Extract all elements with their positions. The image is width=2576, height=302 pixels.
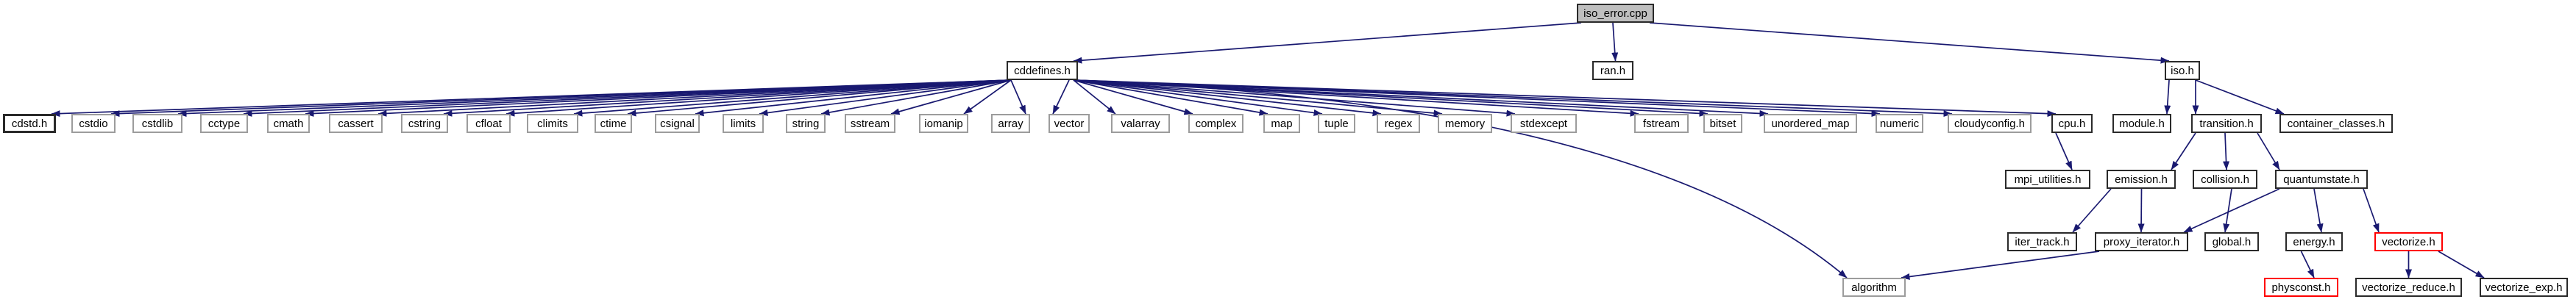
node-physconst-h[interactable]: physconst.h bbox=[2264, 278, 2338, 297]
node-unordered-map: unordered_map bbox=[1764, 114, 1857, 133]
node-transition-h[interactable]: transition.h bbox=[2191, 114, 2262, 133]
node-limits: limits bbox=[723, 114, 764, 133]
edge-cddefines-h-to-cstring bbox=[443, 79, 1012, 117]
edge-cddefines-h-to-iomanip bbox=[963, 79, 1012, 115]
node-quantumstate-h[interactable]: quantumstate.h bbox=[2275, 170, 2368, 189]
node-cloudyconfig-h: cloudyconfig.h bbox=[1948, 114, 2032, 133]
node-energy-h[interactable]: energy.h bbox=[2285, 232, 2343, 251]
node-vector: vector bbox=[1049, 114, 1090, 133]
node-collision-h[interactable]: collision.h bbox=[2193, 170, 2257, 189]
node-cctype: cctype bbox=[200, 114, 248, 133]
edge-proxy-iterator-h-to-algorithm bbox=[1901, 251, 2100, 280]
node-algorithm: algorithm bbox=[1842, 278, 1906, 297]
edge-cddefines-h-to-vector bbox=[1052, 79, 1070, 115]
edge-cddefines-h-to-memory bbox=[1073, 79, 1443, 117]
node-numeric: numeric bbox=[1876, 114, 1923, 133]
edge-energy-h-to-physconst-h bbox=[2300, 251, 2315, 278]
edge-cddefines-h-to-csignal bbox=[695, 79, 1012, 117]
edge-iso-error-cpp-to-iso-h bbox=[1649, 22, 2170, 64]
edge-cddefines-h-to-complex bbox=[1073, 79, 1193, 115]
edge-collision-h-to-global-h bbox=[2223, 188, 2232, 233]
node-cddefines-h[interactable]: cddefines.h bbox=[1007, 61, 1078, 80]
edge-iso-error-cpp-to-cddefines-h bbox=[1073, 22, 1582, 64]
edge-cddefines-h-to-map bbox=[1073, 79, 1269, 116]
node-string: string bbox=[786, 114, 826, 133]
edge-cddefines-h-to-cassert bbox=[377, 79, 1012, 117]
edge-cddefines-h-to-tuple bbox=[1073, 79, 1323, 116]
edge-cddefines-h-to-ctime bbox=[627, 79, 1012, 117]
edge-cddefines-h-to-cfloat bbox=[505, 79, 1012, 117]
node-cpu-h[interactable]: cpu.h bbox=[2051, 114, 2093, 133]
edge-transition-h-to-collision-h bbox=[2223, 132, 2230, 170]
node-cfloat: cfloat bbox=[466, 114, 511, 133]
node-cstring: cstring bbox=[401, 114, 448, 133]
node-cmath: cmath bbox=[267, 114, 310, 133]
node-proxy-iterator-h[interactable]: proxy_iterator.h bbox=[2095, 232, 2188, 251]
node-map: map bbox=[1263, 114, 1300, 133]
node-bitset: bitset bbox=[1703, 114, 1742, 133]
node-vectorize-reduce-h[interactable]: vectorize_reduce.h bbox=[2355, 278, 2462, 297]
node-sstream: sstream bbox=[845, 114, 895, 133]
node-cstdlib: cstdlib bbox=[132, 114, 182, 133]
node-valarray: valarray bbox=[1111, 114, 1170, 133]
edge-cddefines-h-to-cpu-h bbox=[1073, 79, 2057, 118]
edge-transition-h-to-emission-h bbox=[2171, 132, 2196, 170]
edge-cddefines-h-to-string bbox=[820, 79, 1012, 116]
edge-iso-h-to-module-h bbox=[2164, 79, 2171, 115]
edge-transition-h-to-quantumstate-h bbox=[2257, 132, 2280, 170]
edge-cddefines-h-to-climits bbox=[573, 79, 1012, 117]
edge-cddefines-h-to-stdexcept bbox=[1073, 79, 1516, 117]
node-iso-h[interactable]: iso.h bbox=[2165, 61, 2200, 80]
edge-iso-error-cpp-to-ran-h bbox=[1611, 22, 1619, 62]
node-iter-track-h[interactable]: iter_track.h bbox=[2007, 232, 2077, 251]
node-cstdio: cstdio bbox=[71, 114, 116, 133]
edge-iso-h-to-container-classes-h bbox=[2195, 79, 2285, 115]
node-iso-error-cpp: iso_error.cpp bbox=[1577, 4, 1654, 23]
edge-quantumstate-h-to-energy-h bbox=[2313, 188, 2324, 233]
node-tuple: tuple bbox=[1318, 114, 1355, 133]
node-global-h[interactable]: global.h bbox=[2204, 232, 2259, 251]
node-regex: regex bbox=[1377, 114, 1420, 133]
node-module-h[interactable]: module.h bbox=[2112, 114, 2171, 133]
node-emission-h[interactable]: emission.h bbox=[2107, 170, 2176, 189]
edge-cddefines-h-to-sstream bbox=[890, 79, 1012, 115]
edge-cddefines-h-to-unordered-map bbox=[1073, 79, 1769, 117]
edge-cddefines-h-to-algorithm bbox=[1073, 79, 1848, 278]
edge-emission-h-to-proxy-iterator-h bbox=[2137, 188, 2145, 233]
node-mpi-utilities-h[interactable]: mpi_utilities.h bbox=[2005, 170, 2090, 189]
node-vectorize-exp-h[interactable]: vectorize_exp.h bbox=[2480, 278, 2568, 297]
edge-cddefines-h-to-regex bbox=[1073, 79, 1382, 117]
node-stdexcept: stdexcept bbox=[1511, 114, 1577, 133]
node-container-classes-h[interactable]: container_classes.h bbox=[2279, 114, 2393, 133]
node-vectorize-h[interactable]: vectorize.h bbox=[2374, 232, 2443, 251]
node-fstream: fstream bbox=[1634, 114, 1689, 133]
edge-quantumstate-h-to-vectorize-h bbox=[2363, 188, 2380, 233]
edge-quantumstate-h-to-proxy-iterator-h bbox=[2183, 188, 2280, 233]
node-cdstd-h[interactable]: cdstd.h bbox=[3, 114, 56, 133]
edge-cpu-h-to-mpi-utilities-h bbox=[2055, 132, 2073, 170]
node-cassert: cassert bbox=[329, 114, 383, 133]
edge-cddefines-h-to-valarray bbox=[1073, 79, 1116, 115]
edge-cddefines-h-to-array bbox=[1010, 79, 1026, 115]
node-ctime: ctime bbox=[595, 114, 632, 133]
node-memory: memory bbox=[1438, 114, 1492, 133]
edge-cddefines-h-to-cmath bbox=[305, 79, 1012, 117]
node-ran-h[interactable]: ran.h bbox=[1592, 61, 1633, 80]
edge-vectorize-h-to-vectorize-exp-h bbox=[2438, 251, 2485, 278]
edge-emission-h-to-iter-track-h bbox=[2072, 188, 2112, 233]
edge-cddefines-h-to-limits bbox=[759, 79, 1012, 116]
node-array: array bbox=[991, 114, 1030, 133]
node-complex: complex bbox=[1188, 114, 1243, 133]
node-csignal: csignal bbox=[655, 114, 700, 133]
node-climits: climits bbox=[527, 114, 578, 133]
node-iomanip: iomanip bbox=[919, 114, 968, 133]
